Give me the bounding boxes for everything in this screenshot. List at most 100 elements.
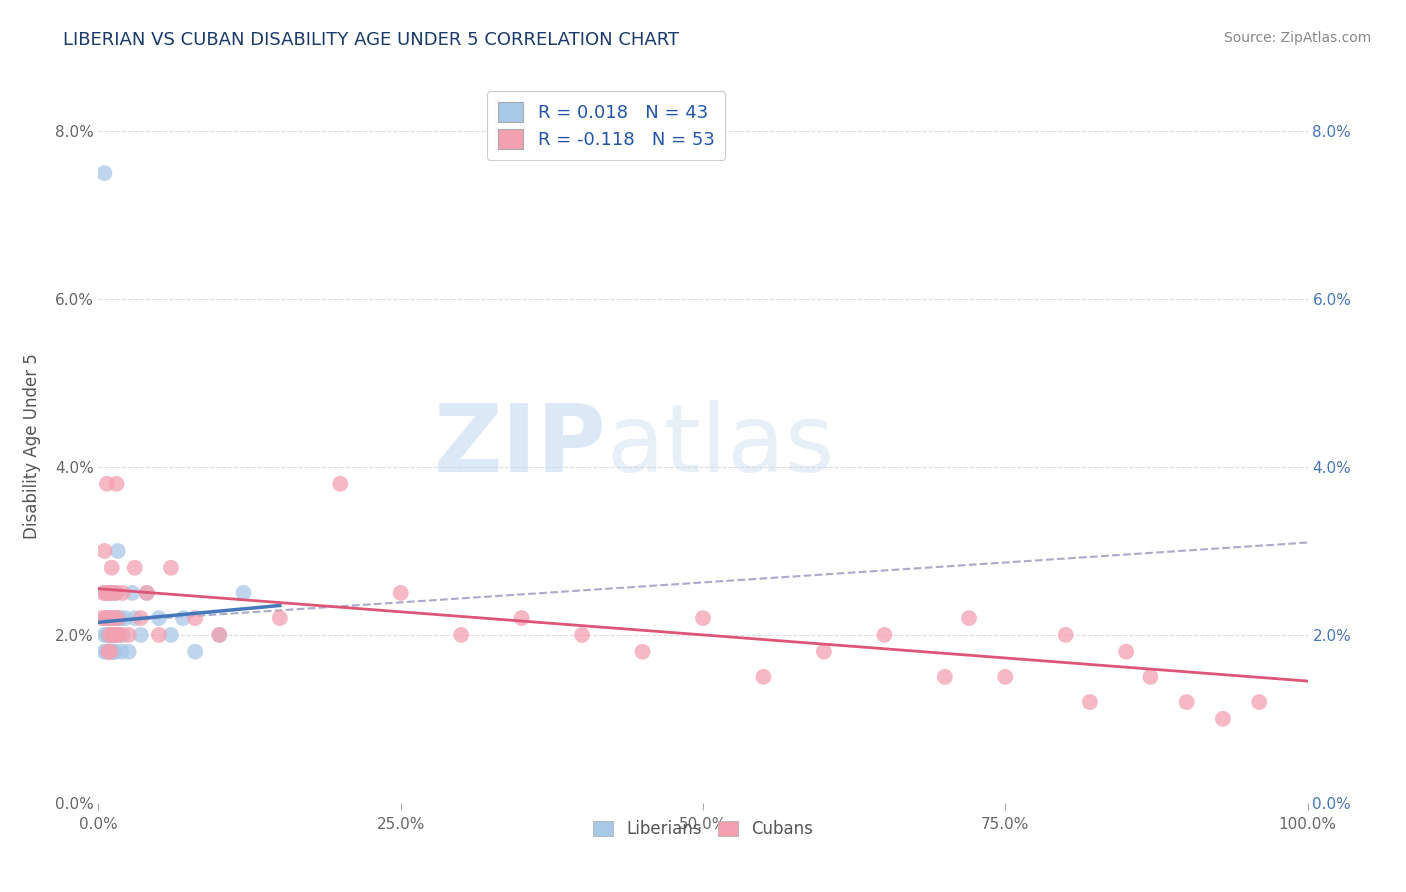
Point [104,645,127,659]
Point [1054,628,1077,642]
Point [100,611,122,625]
Point [108,611,131,625]
Point [108,628,131,642]
Point [135,586,157,600]
Point [103,628,125,642]
Point [114,611,136,625]
Point [129,611,152,625]
Point [571,628,593,642]
Point [160,628,183,642]
Point [91,586,114,600]
Point [93,645,115,659]
Legend: Liberians, Cubans: Liberians, Cubans [586,814,820,845]
Point [813,645,835,659]
Point [94,611,117,625]
Point [873,628,896,642]
Point [100,586,122,600]
Point [135,586,157,600]
Point [208,628,231,642]
Point [160,560,183,574]
Point [97,611,120,625]
Point [329,476,352,491]
Point [1139,670,1161,684]
Text: Source: ZipAtlas.com: Source: ZipAtlas.com [1223,31,1371,45]
Point [1212,712,1234,726]
Point [93,544,115,558]
Point [184,611,207,625]
Point [93,166,115,180]
Point [510,611,533,625]
Point [104,586,127,600]
Point [100,645,122,659]
Point [103,645,125,659]
Point [97,645,120,659]
Point [97,645,120,659]
Point [118,645,141,659]
Y-axis label: Disability Age Under 5: Disability Age Under 5 [22,353,41,539]
Point [101,586,124,600]
Point [105,586,128,600]
Point [94,611,117,625]
Point [100,645,122,659]
Point [111,628,134,642]
Point [101,611,124,625]
Point [110,645,132,659]
Point [97,628,120,642]
Point [121,586,143,600]
Point [111,586,134,600]
Point [389,586,412,600]
Point [631,645,654,659]
Point [124,560,146,574]
Point [96,586,118,600]
Point [172,611,194,625]
Point [104,611,127,625]
Point [1175,695,1198,709]
Point [105,628,128,642]
Text: LIBERIAN VS CUBAN DISABILITY AGE UNDER 5 CORRELATION CHART: LIBERIAN VS CUBAN DISABILITY AGE UNDER 5… [63,31,679,49]
Point [269,611,291,625]
Point [1249,695,1271,709]
Point [107,611,129,625]
Point [103,611,125,625]
Point [752,670,775,684]
Point [91,611,114,625]
Point [957,611,980,625]
Point [450,628,472,642]
Point [94,586,117,600]
Point [96,628,118,642]
Point [100,628,122,642]
Point [100,611,122,625]
Point [108,628,131,642]
Point [148,611,170,625]
Point [1115,645,1137,659]
Text: ZIP: ZIP [433,400,606,492]
Point [100,611,122,625]
Point [105,628,128,642]
Point [100,560,122,574]
Point [98,586,121,600]
Text: atlas: atlas [606,400,835,492]
Point [692,611,714,625]
Point [98,586,121,600]
Point [103,628,125,642]
Point [1078,695,1101,709]
Point [93,628,115,642]
Point [101,628,124,642]
Point [129,628,152,642]
Point [184,645,207,659]
Point [96,645,118,659]
Point [101,628,124,642]
Point [107,611,129,625]
Point [208,628,231,642]
Point [934,670,956,684]
Point [100,645,122,659]
Point [107,544,129,558]
Point [96,476,118,491]
Point [105,476,128,491]
Point [97,611,120,625]
Point [118,628,141,642]
Point [232,586,254,600]
Point [994,670,1017,684]
Point [98,628,121,642]
Point [148,628,170,642]
